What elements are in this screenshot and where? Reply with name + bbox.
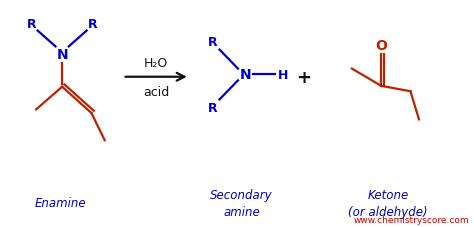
Text: R: R	[88, 18, 98, 31]
Text: O: O	[375, 39, 387, 53]
Text: +: +	[297, 69, 311, 86]
Text: N: N	[240, 68, 251, 82]
Text: H: H	[278, 69, 289, 82]
Text: Secondary
amine: Secondary amine	[210, 188, 273, 218]
Text: R: R	[208, 36, 217, 49]
Text: www.chemistryscore.com: www.chemistryscore.com	[354, 215, 470, 224]
Text: Enamine: Enamine	[35, 196, 86, 209]
Text: acid: acid	[143, 85, 169, 98]
Text: R: R	[27, 18, 36, 31]
Text: H₂O: H₂O	[144, 57, 168, 69]
Text: N: N	[56, 48, 68, 62]
Text: Ketone
(or aldehyde): Ketone (or aldehyde)	[348, 188, 428, 218]
Text: R: R	[208, 101, 217, 114]
